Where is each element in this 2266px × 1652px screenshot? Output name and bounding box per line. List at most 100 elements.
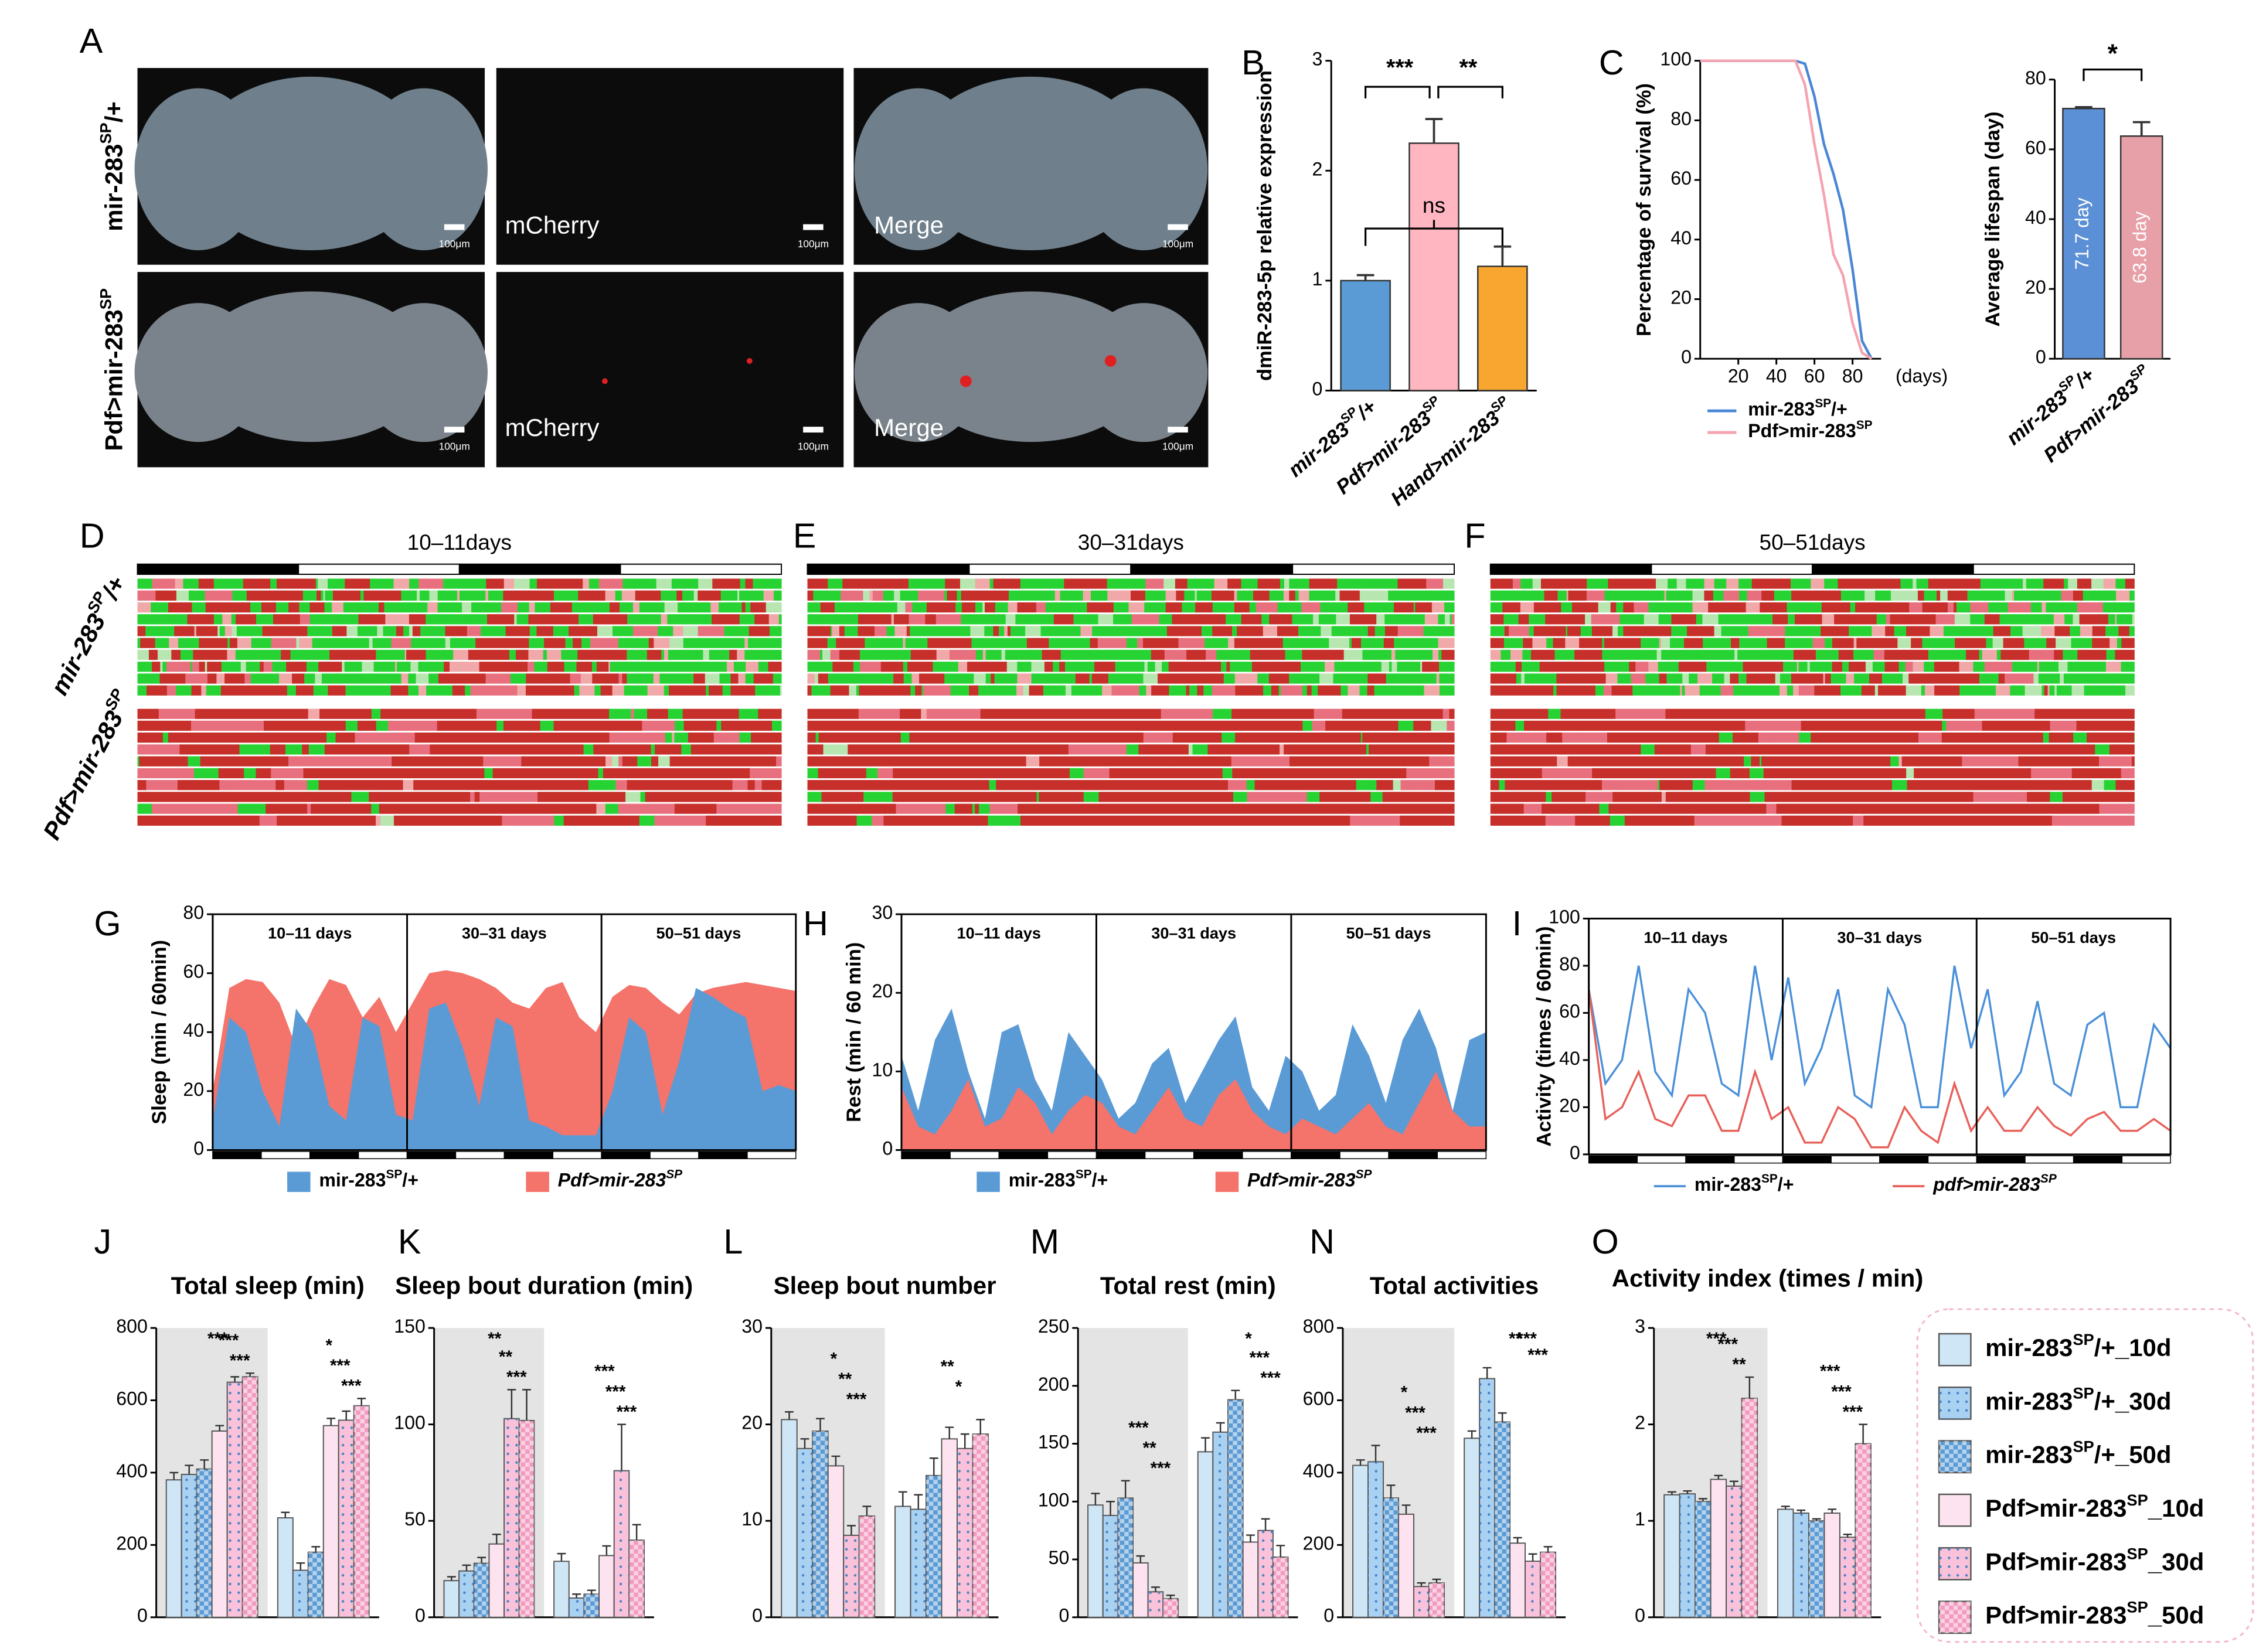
actogram-cell <box>1922 602 1948 613</box>
actogram-cell <box>1151 685 1169 696</box>
section-label: 10–11 days <box>1644 928 1727 946</box>
actogram-cell <box>719 602 731 613</box>
actogram-cell <box>920 733 948 743</box>
y-tick-label: 40 <box>1559 1048 1580 1069</box>
actogram-cell <box>292 673 305 684</box>
actogram-cell <box>1342 744 1367 755</box>
actogram-cell <box>1443 578 1455 589</box>
actogram-cell <box>1165 602 1182 613</box>
actogram-cell <box>2121 768 2135 779</box>
actogram-cell <box>137 578 144 589</box>
actogram-cell <box>1944 638 1955 648</box>
actogram-cell <box>1986 638 1993 648</box>
actogram-cell <box>1411 685 1424 696</box>
light-dark-bar <box>1291 1151 1340 1159</box>
actogram-cell <box>1369 744 1373 755</box>
actogram-cell <box>886 780 897 791</box>
actogram-cell <box>377 649 393 660</box>
actogram-cell <box>346 638 353 648</box>
actogram-cell <box>1913 662 1924 672</box>
actogram-cell <box>1841 815 1853 826</box>
actogram-cell <box>1791 780 1802 791</box>
significance: *** <box>1405 1403 1425 1422</box>
actogram-cell <box>1490 638 1505 648</box>
error-bar <box>311 1546 321 1552</box>
actogram-cell <box>876 649 882 660</box>
error-bar <box>1698 1498 1707 1502</box>
actogram-cell <box>147 685 168 696</box>
actogram-cell <box>1397 578 1427 589</box>
actogram-cell <box>231 614 236 625</box>
actogram-cell <box>1231 709 1269 719</box>
y-tick-label: 800 <box>1303 1316 1335 1337</box>
actogram-cell <box>454 590 458 601</box>
actogram-cell <box>1877 590 1881 601</box>
actogram-cell <box>1801 780 1812 791</box>
actogram-cell <box>1214 578 1228 589</box>
actogram-cell <box>2099 756 2132 767</box>
actogram-cell <box>1080 733 1128 743</box>
actogram-cell <box>1406 768 1455 779</box>
actogram-cell <box>1996 649 2001 660</box>
bracket <box>1365 220 1503 246</box>
actogram-cell <box>603 780 608 791</box>
actogram-cell <box>1229 709 1232 719</box>
actogram-cell <box>1408 638 1411 648</box>
actogram-cell <box>852 614 859 625</box>
actogram-cell <box>624 685 637 696</box>
actogram-cell <box>1015 649 1030 660</box>
actogram-cell <box>2121 602 2135 613</box>
actogram-cell <box>2068 578 2078 589</box>
actogram-cell <box>300 614 311 625</box>
actogram-cell <box>511 673 526 684</box>
brain-center <box>912 291 1150 442</box>
actogram-cell <box>1146 685 1152 696</box>
actogram-cell <box>856 685 860 696</box>
actogram-cell <box>1084 815 1133 826</box>
actogram-cell <box>309 602 325 613</box>
actogram-cell <box>419 578 444 589</box>
actogram-cell <box>1907 780 1956 791</box>
actogram-cell <box>1234 638 1260 648</box>
actogram-cell <box>1061 673 1076 684</box>
actogram-cell <box>2033 673 2039 684</box>
actogram-cell <box>1044 662 1053 672</box>
actogram-cell <box>754 649 760 660</box>
actogram-cell <box>457 590 460 601</box>
actogram-cell <box>1383 638 1394 648</box>
actogram-cell <box>947 733 969 743</box>
actogram-cell <box>1886 614 1891 625</box>
actogram-cell <box>266 803 308 814</box>
legend-label: mir-283SP/+ <box>1009 1168 1108 1191</box>
actogram-cell <box>170 792 182 802</box>
actogram-cell <box>396 673 402 684</box>
actogram-cell <box>948 626 964 636</box>
actogram-cell <box>1246 780 1256 791</box>
actogram-cell <box>1005 649 1016 660</box>
bar-pattern <box>1540 1552 1556 1617</box>
actogram-cell <box>701 638 717 648</box>
actogram-cell <box>570 815 586 826</box>
actogram-cell <box>960 578 967 589</box>
actogram-cell <box>414 578 419 589</box>
actogram-cell <box>328 685 346 696</box>
significance: * <box>955 1377 962 1396</box>
actogram-cell <box>2111 685 2115 696</box>
actogram-cell <box>1393 780 1401 791</box>
actogram-cell <box>318 578 328 589</box>
actogram-cell <box>137 744 155 755</box>
significance: ** <box>499 1347 513 1367</box>
actogram-cell <box>947 590 958 601</box>
actogram-cell <box>2116 590 2130 601</box>
actogram-cell <box>636 614 644 625</box>
actogram-cell <box>1190 602 1196 613</box>
actogram-cell <box>1924 685 1935 696</box>
actogram-cell <box>1791 590 1816 601</box>
actogram-cell <box>955 602 962 613</box>
actogram-cell <box>206 685 222 696</box>
bar <box>322 1425 339 1618</box>
actogram-cell <box>295 685 300 696</box>
error-bar <box>2075 105 2093 109</box>
actogram-cell <box>1942 709 1948 719</box>
actogram-cell <box>1570 744 1605 755</box>
